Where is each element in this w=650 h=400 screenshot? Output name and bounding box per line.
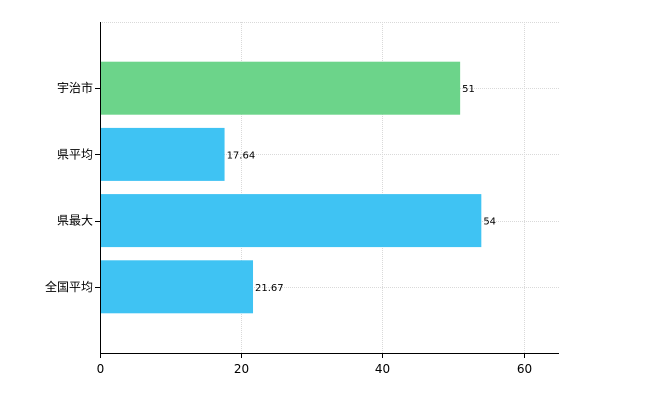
value-label: 21.67 bbox=[255, 283, 284, 294]
bar bbox=[101, 127, 225, 181]
bar bbox=[101, 194, 482, 248]
bar bbox=[101, 260, 254, 314]
category-label: 県最大 bbox=[57, 214, 93, 228]
category-label: 宇治市 bbox=[57, 80, 93, 95]
value-label: 17.64 bbox=[227, 150, 256, 161]
labels: 0 20 40 60 宇治市 51 県平均 17.64 県最大 54 全国平均 21.67 bbox=[45, 80, 532, 376]
value-label: 51 bbox=[462, 84, 475, 95]
category-label: 県平均 bbox=[57, 147, 93, 161]
x-tick-label: 60 bbox=[517, 362, 532, 376]
x-tick-label: 20 bbox=[234, 362, 249, 376]
x-tick-label: 0 bbox=[97, 362, 105, 376]
bar bbox=[101, 61, 461, 115]
value-label: 54 bbox=[483, 217, 496, 228]
bars bbox=[101, 61, 482, 314]
x-tick-label: 40 bbox=[375, 362, 390, 376]
axes bbox=[100, 22, 559, 354]
category-label: 全国平均 bbox=[45, 279, 93, 294]
